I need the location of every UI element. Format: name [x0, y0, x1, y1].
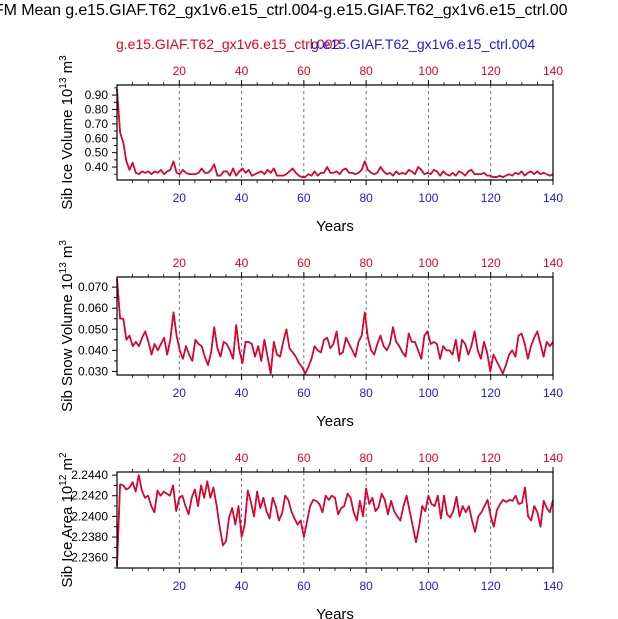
panel-1: 20204040606080801001001201201401400.400.… — [58, 55, 563, 235]
x-tick-label-bottom: 80 — [359, 191, 373, 205]
y-tick-label: 0.030 — [78, 364, 108, 378]
x-tick-label-top: 20 — [173, 64, 187, 78]
y-tick-label: 2.2420 — [71, 489, 108, 503]
x-tick-label-bottom: 140 — [543, 579, 563, 593]
y-tick-label: 2.2380 — [71, 530, 108, 544]
y-tick-label: 0.50 — [85, 146, 109, 160]
y-tick-label: 0.060 — [78, 301, 108, 315]
x-tick-label-bottom: 60 — [297, 579, 311, 593]
x-tick-label-bottom: 20 — [173, 191, 187, 205]
x-tick-label-top: 120 — [481, 64, 501, 78]
series-line-1 — [116, 89, 554, 178]
series-line-2 — [116, 474, 554, 566]
x-tick-label-bottom: 140 — [543, 386, 563, 400]
x-tick-label-top: 60 — [297, 64, 311, 78]
y-axis-title: Sib Ice Volume 1013 m3 — [58, 55, 76, 210]
x-tick-label-bottom: 140 — [543, 191, 563, 205]
x-tick-label-top: 60 — [297, 256, 311, 270]
x-tick-label-bottom: 20 — [173, 386, 187, 400]
plot-frame — [116, 276, 554, 376]
y-tick-label: 0.80 — [85, 102, 109, 116]
x-tick-label-top: 40 — [235, 64, 249, 78]
x-tick-label-bottom: 80 — [359, 386, 373, 400]
x-tick-label-bottom: 40 — [235, 386, 249, 400]
plot-frame — [116, 471, 554, 569]
x-tick-label-top: 140 — [543, 256, 563, 270]
x-tick-label-bottom: 60 — [297, 191, 311, 205]
panel-2: 20 20 40 40 60 60 80 80 100 100 120 120 140 140 0.030 0… — [58, 240, 563, 430]
plot-frame — [116, 84, 554, 181]
x-tick-label-top: 80 — [359, 256, 373, 270]
x-tick-label-top: 100 — [418, 256, 438, 270]
x-axis-title: Years — [316, 606, 354, 619]
x-tick-label-bottom: 120 — [481, 579, 501, 593]
x-tick-label-top: 140 — [543, 64, 563, 78]
x-tick-label-top: 120 — [481, 451, 501, 465]
x-tick-label-bottom: 100 — [418, 191, 438, 205]
y-tick-label: 0.070 — [78, 280, 108, 294]
x-tick-label-bottom: 100 — [418, 386, 438, 400]
x-tick-label-bottom: 40 — [235, 579, 249, 593]
x-tick-label-top: 60 — [297, 451, 311, 465]
y-tick-label: 2.2360 — [71, 551, 108, 565]
x-tick-label-bottom: 60 — [297, 386, 311, 400]
y-tick-label: 0.040 — [78, 343, 108, 357]
x-tick-label-bottom: 120 — [481, 191, 501, 205]
y-tick-label: 0.60 — [85, 131, 109, 145]
y-axis-title: Sib Ice Area 1012 m2 — [58, 452, 76, 588]
y-axis-title: Sib Snow Volume 1013 m3 — [58, 240, 76, 412]
x-tick-label-top: 40 — [235, 451, 249, 465]
y-tick-label: 0.90 — [85, 88, 109, 102]
x-tick-label-bottom: 120 — [481, 386, 501, 400]
y-tick-label: 2.2440 — [71, 468, 108, 482]
y-tick-label: 2.2400 — [71, 509, 108, 523]
x-tick-label-top: 80 — [359, 451, 373, 465]
panel-3: 20 20 40 40 60 60 80 80 100 100 120 120 140 140 2.2360… — [58, 451, 563, 619]
x-tick-label-bottom: 40 — [235, 191, 249, 205]
x-tick-label-bottom: 80 — [359, 579, 373, 593]
figure-title: FM Mean g.e15.GIAF.T62_gx1v6.e15_ctrl.00… — [0, 2, 568, 19]
legend-series-2: g.e15.GIAF.T62_gx1v6.e15_ctrl.004 — [311, 36, 536, 52]
x-tick-label-top: 100 — [418, 64, 438, 78]
x-tick-label-top: 40 — [235, 256, 249, 270]
y-tick-label: 0.40 — [85, 160, 109, 174]
x-axis-title: Years — [316, 413, 354, 430]
x-tick-label-top: 100 — [418, 451, 438, 465]
x-tick-label-top: 80 — [359, 64, 373, 78]
x-tick-label-top: 20 — [173, 256, 187, 270]
x-tick-label-top: 140 — [543, 451, 563, 465]
series-line-1 — [116, 474, 554, 566]
x-tick-label-bottom: 100 — [418, 579, 438, 593]
legend-series-1: g.e15.GIAF.T62_gx1v6.e15_ctrl.002 — [116, 36, 341, 52]
x-tick-label-top: 120 — [481, 256, 501, 270]
x-tick-label-bottom: 20 — [173, 579, 187, 593]
y-tick-label: 0.70 — [85, 117, 109, 131]
x-tick-label-top: 20 — [173, 451, 187, 465]
x-axis-title: Years — [316, 218, 354, 235]
series-line-1 — [116, 278, 554, 375]
series-line-2 — [116, 89, 554, 178]
y-tick-label: 0.050 — [78, 322, 108, 336]
